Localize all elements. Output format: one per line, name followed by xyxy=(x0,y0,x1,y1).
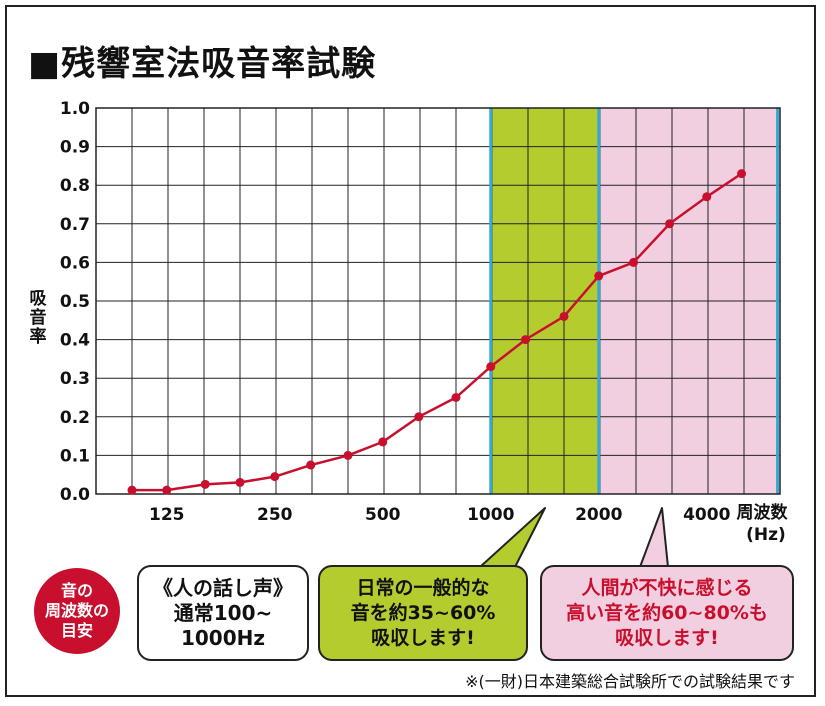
x-tick-label: 125 xyxy=(149,505,185,525)
x-tick-label: 500 xyxy=(365,505,401,525)
data-point xyxy=(486,362,496,372)
daily-sound-callout: 日常の一般的な 音を約35~60% 吸収します! xyxy=(318,565,528,661)
data-point xyxy=(127,485,137,495)
y-tick-label: 0.4 xyxy=(60,331,90,351)
data-point xyxy=(378,437,388,447)
y-tick-label: 1.0 xyxy=(60,99,90,119)
unpleasant-sound-callout: 人間が不快に感じる 高い音を約60~80%も 吸収します! xyxy=(540,565,794,661)
y-tick-label: 0.3 xyxy=(60,369,90,389)
unpleasant-callout-tail xyxy=(639,507,669,568)
series-line-0 xyxy=(132,172,743,492)
y-tick-label: 0.5 xyxy=(60,292,90,312)
data-point xyxy=(414,412,424,422)
data-point xyxy=(235,477,245,487)
y-axis-label: 吸音率 xyxy=(29,289,47,347)
y-tick-label: 0.9 xyxy=(60,138,90,158)
data-point xyxy=(343,450,353,460)
data-point xyxy=(270,472,280,482)
data-point xyxy=(559,311,569,321)
test-footnote: ※(一財)日本建築総合試験所での試験結果です xyxy=(465,672,795,691)
y-tick-label: 0.0 xyxy=(60,485,90,505)
data-point xyxy=(451,393,461,402)
speech-range-callout: 《人の話し声》 通常100~ 1000Hz xyxy=(137,565,309,661)
data-point xyxy=(162,485,172,495)
data-point xyxy=(521,335,531,345)
data-point xyxy=(737,169,747,179)
data-point xyxy=(629,257,639,267)
y-tick-label: 0.6 xyxy=(60,253,90,273)
data-point xyxy=(702,192,712,202)
y-tick-label: 0.1 xyxy=(60,446,90,466)
x-tick-label: 4000 xyxy=(683,505,730,525)
chart-title: ■残響室法吸音率試験 xyxy=(28,44,377,84)
x-axis-unit: (Hz) xyxy=(746,525,786,545)
x-tick-label: 2000 xyxy=(575,505,622,525)
x-tick-label: 1000 xyxy=(467,505,514,525)
frequency-guide-badge: 音の 周波数の 目安 xyxy=(34,568,120,654)
y-tick-label: 0.2 xyxy=(60,408,90,428)
y-tick-label: 0.8 xyxy=(60,176,90,196)
y-tick-label: 0.7 xyxy=(60,215,90,235)
data-point xyxy=(594,271,604,281)
data-point xyxy=(306,460,316,470)
plot-area xyxy=(95,107,781,495)
x-axis-label: 周波数 xyxy=(737,502,789,523)
data-point xyxy=(200,479,210,489)
x-tick-label: 250 xyxy=(257,505,293,525)
data-point xyxy=(665,219,675,229)
